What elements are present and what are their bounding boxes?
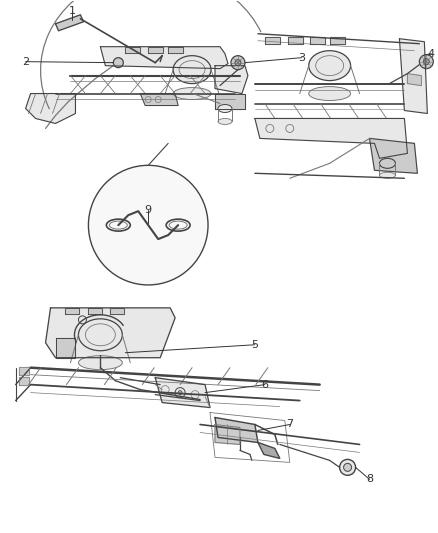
Polygon shape: [309, 37, 324, 44]
Text: 5: 5: [251, 340, 258, 350]
Circle shape: [234, 60, 240, 66]
Polygon shape: [406, 74, 420, 86]
Ellipse shape: [78, 319, 122, 351]
Circle shape: [88, 165, 208, 285]
Circle shape: [230, 55, 244, 70]
Polygon shape: [88, 308, 102, 314]
Polygon shape: [55, 15, 83, 31]
Polygon shape: [254, 118, 406, 158]
Polygon shape: [264, 37, 279, 44]
Polygon shape: [140, 94, 178, 106]
Polygon shape: [125, 47, 140, 53]
Ellipse shape: [218, 118, 231, 124]
Circle shape: [343, 463, 351, 471]
Circle shape: [113, 58, 123, 68]
Ellipse shape: [218, 104, 231, 112]
Ellipse shape: [78, 356, 122, 370]
Polygon shape: [110, 308, 124, 314]
Polygon shape: [18, 367, 28, 375]
Polygon shape: [399, 39, 426, 114]
Text: 7: 7: [286, 419, 293, 430]
Polygon shape: [100, 47, 227, 69]
Ellipse shape: [173, 55, 211, 84]
Ellipse shape: [308, 86, 350, 101]
Polygon shape: [369, 139, 417, 173]
Ellipse shape: [378, 172, 395, 178]
Text: 6: 6: [261, 379, 268, 390]
Polygon shape: [257, 442, 279, 458]
Polygon shape: [55, 338, 75, 358]
Polygon shape: [329, 37, 344, 44]
Polygon shape: [168, 47, 183, 53]
Text: 4: 4: [427, 49, 434, 59]
Circle shape: [422, 59, 428, 64]
Polygon shape: [215, 94, 244, 109]
Polygon shape: [155, 378, 209, 408]
Text: 9: 9: [145, 205, 152, 215]
Text: 2: 2: [22, 56, 29, 67]
Ellipse shape: [378, 158, 395, 168]
Polygon shape: [65, 308, 79, 314]
Polygon shape: [46, 308, 175, 358]
Text: 1: 1: [69, 6, 76, 16]
Circle shape: [418, 55, 432, 69]
Polygon shape: [215, 417, 257, 442]
Polygon shape: [18, 377, 28, 385]
Ellipse shape: [173, 87, 211, 100]
Polygon shape: [215, 66, 247, 94]
Circle shape: [339, 459, 355, 475]
Circle shape: [178, 391, 182, 394]
Polygon shape: [287, 37, 302, 44]
Polygon shape: [25, 94, 75, 124]
Ellipse shape: [308, 51, 350, 80]
Text: 3: 3: [297, 53, 304, 63]
Text: 8: 8: [365, 474, 372, 484]
Polygon shape: [148, 47, 163, 53]
Polygon shape: [215, 424, 240, 445]
